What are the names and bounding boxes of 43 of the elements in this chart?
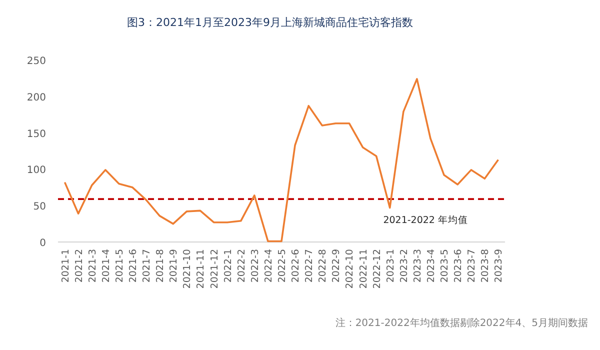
- x-tick-label: 2023-4: [426, 249, 437, 283]
- line-series: [64, 78, 500, 242]
- x-tick-label: 2023-8: [480, 249, 492, 283]
- x-tick-label: 2023-6: [453, 249, 464, 283]
- x-tick-label: 2022-2: [236, 249, 248, 283]
- x-tick-label: 2021-7: [142, 249, 153, 283]
- x-tick-label: 2023-9: [494, 249, 505, 283]
- x-tick-label: 2021-8: [155, 249, 166, 283]
- ref-line-label: 2021-2022 年均值: [383, 214, 468, 226]
- x-tick-label: 2021-3: [87, 249, 98, 283]
- x-tick-label: 2023-7: [466, 249, 478, 283]
- x-tick-label: 2022-8: [318, 249, 329, 283]
- y-tick-label: 150: [26, 128, 46, 140]
- y-tick-label: 0: [40, 238, 46, 249]
- text: 注：2021-2022年均值数据剔除2022年4、5月期间数据: [335, 317, 588, 329]
- y-tick-label: 50: [33, 202, 46, 213]
- x-tick-label: 2023-3: [412, 249, 424, 283]
- x-tick-label: 2021-12: [209, 249, 220, 289]
- y-tick-label: 250: [26, 56, 46, 67]
- x-tick-label: 2022-3: [250, 249, 261, 283]
- x-tick-label: 2023-5: [440, 249, 451, 283]
- x-tick-label: 2021-2: [74, 249, 85, 283]
- x-tick-label: 2021-11: [196, 249, 207, 289]
- x-tick-label: 2023-1: [385, 249, 396, 283]
- x-tick-label: 2022-1: [222, 249, 234, 283]
- x-tick-label: 2021-1: [60, 249, 72, 283]
- y-tick-label: 200: [26, 92, 46, 104]
- x-tick-label: 2022-7: [304, 249, 316, 283]
- x-tick-label: 2022-6: [290, 249, 302, 283]
- x-tick-label: 2022-9: [331, 249, 342, 283]
- x-tick-label: 2022-4: [263, 249, 274, 283]
- x-tick-label: 2021-5: [114, 249, 126, 283]
- chart-title: 图3：2021年1月至2023年9月上海新城商品住宅访客指数: [127, 16, 413, 29]
- x-tick-label: 2021-4: [100, 249, 112, 283]
- x-tick-label: 2022-5: [277, 249, 288, 283]
- x-tick-label: 2022-11: [358, 249, 370, 289]
- x-tick-label: 2021-10: [182, 249, 194, 289]
- x-tick-label: 2021-6: [128, 249, 139, 283]
- x-tick-label: 2022-10: [344, 249, 356, 289]
- y-tick-label: 100: [26, 165, 46, 176]
- x-tick-label: 2022-12: [372, 249, 383, 289]
- x-tick-label: 2021-9: [168, 249, 180, 283]
- x-tick-label: 2023-2: [398, 249, 410, 283]
